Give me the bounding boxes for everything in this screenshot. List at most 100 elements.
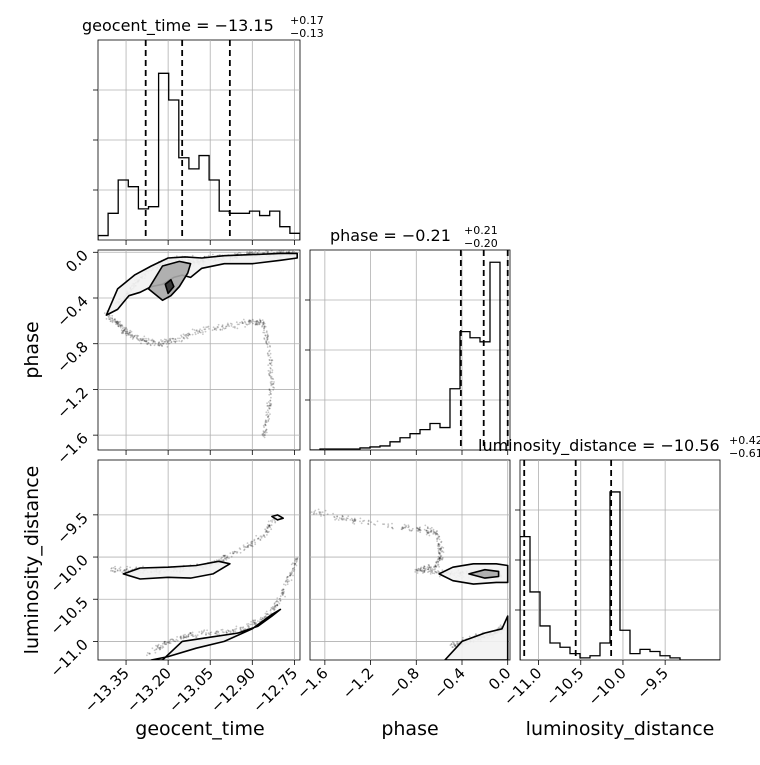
panel-luminosity-distance-vs-geocent-time-point bbox=[155, 648, 158, 650]
panel-luminosity-distance-vs-phase-point bbox=[436, 564, 439, 566]
panel-luminosity-distance-vs-phase-point bbox=[440, 540, 443, 543]
panel-phase-vs-geocent-time-point bbox=[121, 325, 124, 328]
panel-luminosity-distance-vs-phase-point bbox=[439, 557, 442, 560]
panel-phase-vs-geocent-time-point bbox=[137, 338, 140, 341]
panel-luminosity-distance-vs-geocent-time-point bbox=[126, 565, 129, 568]
panel-luminosity-distance-vs-geocent-time-point bbox=[116, 569, 119, 572]
panel-luminosity-distance-vs-geocent-time-point bbox=[171, 638, 174, 641]
panel-luminosity-distance-vs-phase-point bbox=[351, 519, 354, 521]
panel-phase-vs-geocent-time-point bbox=[267, 364, 270, 366]
panel-luminosity-distance-vs-phase-point bbox=[438, 575, 441, 578]
xtick-phase-1: −1.2 bbox=[339, 664, 377, 702]
panel-luminosity-distance-vs-phase-point bbox=[438, 557, 441, 560]
panel-luminosity-distance-vs-phase-point bbox=[437, 558, 440, 560]
panel-luminosity-distance-vs-geocent-time-point bbox=[286, 576, 289, 579]
panel-luminosity-distance-vs-geocent-time-point bbox=[250, 620, 253, 623]
panel-phase-vs-geocent-time-point bbox=[265, 341, 267, 343]
panel-phase-vs-geocent-time-point bbox=[248, 320, 251, 322]
panel-luminosity-distance-vs-geocent-time-point bbox=[162, 646, 165, 649]
panel-phase-vs-geocent-time-point bbox=[187, 332, 190, 335]
panel-luminosity-distance-vs-geocent-time-point bbox=[281, 594, 284, 597]
panel-phase-vs-geocent-time-point bbox=[268, 372, 270, 375]
title-phase-minus: −0.20 bbox=[464, 237, 498, 250]
panel-luminosity-distance-vs-geocent-time-point bbox=[241, 627, 244, 629]
panel-phase-vs-geocent-time-point bbox=[266, 338, 269, 341]
panel-phase-vs-geocent-time-point bbox=[170, 341, 173, 344]
panel-luminosity-distance-vs-phase-point bbox=[434, 564, 437, 566]
panel-phase-vs-geocent-time-point bbox=[248, 250, 251, 253]
panel-phase-vs-geocent-time-point bbox=[254, 323, 257, 326]
panel-phase-vs-geocent-time-point bbox=[262, 323, 264, 326]
panel-luminosity-distance-vs-geocent-time-point bbox=[121, 571, 124, 574]
ytick-luminosity-distance-3: −9.5 bbox=[53, 509, 91, 547]
panel-luminosity-distance-vs-phase-point bbox=[437, 537, 439, 540]
panel-luminosity-distance-vs-phase-point bbox=[418, 528, 420, 531]
panel-phase-vs-geocent-time-point bbox=[271, 359, 274, 362]
panel-luminosity-distance-vs-geocent-time-point bbox=[265, 529, 267, 532]
panel-luminosity-distance-vs-geocent-time-point bbox=[253, 622, 256, 624]
panel-phase-vs-geocent-time-point bbox=[215, 327, 218, 330]
panel-luminosity-distance-vs-geocent-time-point bbox=[148, 653, 151, 655]
panel-luminosity-distance-vs-phase-point bbox=[436, 533, 438, 536]
panel-luminosity-distance-vs-phase-point bbox=[402, 527, 405, 530]
panel-phase-vs-geocent-time-point bbox=[266, 404, 269, 407]
panel-luminosity-distance-vs-geocent-time-point bbox=[229, 631, 232, 634]
panel-luminosity-distance-vs-phase-point bbox=[321, 511, 324, 513]
panel-luminosity-distance-vs-geocent-time-point bbox=[193, 635, 195, 637]
panel-luminosity-distance-vs-phase-point bbox=[429, 527, 432, 530]
panel-phase-vs-geocent-time-point bbox=[251, 318, 254, 321]
panel-luminosity-distance-vs-phase-point bbox=[435, 571, 437, 573]
panel-luminosity-distance-vs-phase-point bbox=[437, 560, 440, 563]
panel-luminosity-distance-vs-phase-point bbox=[417, 569, 419, 572]
panel-phase-vs-geocent-time-point bbox=[157, 343, 160, 346]
panel-luminosity-distance-vs-phase-point bbox=[441, 558, 444, 560]
panel-phase-vs-geocent-time-point bbox=[262, 323, 265, 325]
panel-phase-vs-geocent-time-point bbox=[119, 324, 121, 327]
panel-luminosity-distance-vs-geocent-time-point bbox=[183, 636, 186, 639]
panel-luminosity-distance-vs-phase-point bbox=[498, 626, 501, 628]
panel-luminosity-distance-vs-geocent-time-point bbox=[283, 590, 285, 593]
panel-luminosity-distance-vs-geocent-time-point bbox=[279, 595, 282, 598]
panel-luminosity-distance-vs-phase-point bbox=[435, 561, 438, 564]
panel-luminosity-distance-vs-geocent-time-point bbox=[217, 631, 219, 634]
panel-luminosity-distance-vs-phase-point bbox=[408, 525, 410, 528]
panel-luminosity-distance-vs-geocent-time-point bbox=[232, 552, 235, 555]
panel-phase-vs-geocent-time-point bbox=[129, 336, 132, 339]
panel-luminosity-distance-vs-geocent-time-point bbox=[223, 555, 225, 557]
ylabel-luminosity-distance: luminosity_distance bbox=[21, 466, 43, 655]
panel-luminosity-distance-vs-geocent-time-point bbox=[169, 642, 172, 645]
panel-luminosity-distance-vs-phase-point bbox=[419, 528, 421, 531]
panel-luminosity-distance-vs-geocent-time-point bbox=[167, 641, 170, 644]
panel-luminosity-distance-vs-phase-point bbox=[453, 643, 455, 645]
panel-luminosity-distance-vs-geocent-time-point bbox=[163, 641, 166, 643]
panel-luminosity-distance-vs-geocent-time-point bbox=[255, 534, 258, 537]
panel-luminosity-distance-vs-geocent-time-point bbox=[200, 632, 203, 634]
xtick-phase-3: −0.4 bbox=[430, 664, 468, 702]
panel-phase-vs-geocent-time-point bbox=[267, 353, 269, 355]
panel-luminosity-distance-vs-geocent-time-point bbox=[259, 539, 262, 541]
panel-luminosity-distance-vs-geocent-time-point bbox=[116, 569, 119, 571]
panel-luminosity-distance-vs-geocent-time-point bbox=[253, 623, 255, 626]
panel-luminosity-distance-vs-geocent-time-point bbox=[274, 520, 277, 523]
panel-luminosity-distance-vs-phase-point bbox=[436, 571, 438, 574]
panel-phase-vs-geocent-time-point bbox=[212, 253, 214, 256]
panel-luminosity-distance-vs-phase-point bbox=[314, 509, 317, 512]
panel-phase-vs-geocent-time-point bbox=[250, 321, 253, 323]
panel-luminosity-distance-vs-geocent-time-point bbox=[232, 630, 235, 633]
panel-luminosity-distance-vs-geocent-time-point bbox=[172, 638, 175, 641]
panel-luminosity-distance-vs-geocent-time-point bbox=[185, 635, 188, 638]
panel-phase-vs-geocent-time-point bbox=[146, 339, 148, 342]
panel-luminosity-distance-vs-phase-point bbox=[338, 517, 341, 519]
panel-phase-vs-geocent-time-point bbox=[196, 330, 199, 333]
panel-luminosity-distance-vs-phase-point bbox=[420, 569, 422, 572]
panel-luminosity-distance-vs-phase-point bbox=[429, 530, 432, 533]
panel-phase-vs-geocent-time-point bbox=[121, 327, 124, 330]
panel-luminosity-distance-vs-geocent-time-frame bbox=[97, 459, 301, 661]
panel-phase-vs-geocent-time-point bbox=[266, 250, 269, 253]
panel-phase-vs-geocent-time-point bbox=[259, 320, 262, 322]
panel-phase-vs-geocent-time-point bbox=[288, 248, 290, 250]
panel-phase-vs-geocent-time-point bbox=[247, 323, 250, 325]
ytick-luminosity-distance-2: −10.0 bbox=[47, 551, 92, 596]
panel-phase-vs-geocent-time-point bbox=[241, 321, 244, 324]
panel-luminosity-distance-vs-phase-point bbox=[425, 533, 428, 536]
